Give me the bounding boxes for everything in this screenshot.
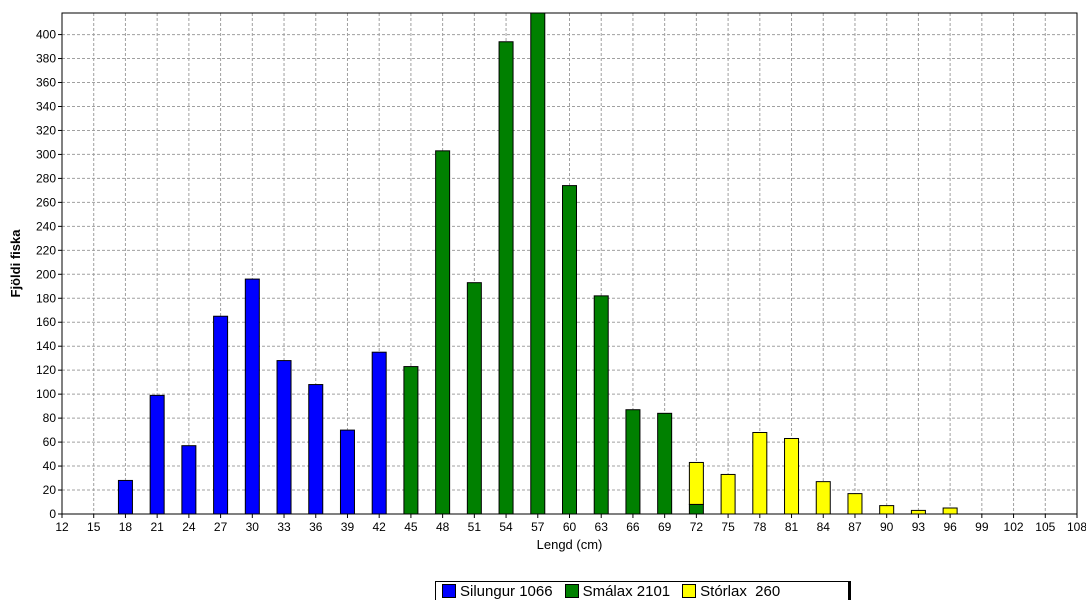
y-tick-label: 200 [36, 267, 56, 281]
y-tick-label: 140 [36, 339, 56, 353]
bar-series-0 [149, 394, 165, 515]
bar-series-1 [435, 150, 451, 515]
x-tick-label: 21 [150, 520, 164, 534]
x-tick-label: 24 [182, 520, 196, 534]
x-tick-label: 108 [1067, 520, 1086, 534]
x-tick-label: 69 [658, 520, 672, 534]
y-tick-label: 180 [36, 291, 56, 305]
x-tick-label: 57 [531, 520, 545, 534]
legend-label-storlax: Stórlax 260 [700, 582, 781, 600]
y-tick-label: 340 [36, 99, 56, 113]
y-tick-label: 100 [36, 387, 56, 401]
y-tick-label: 80 [43, 411, 57, 425]
bar-series-0 [213, 315, 229, 515]
y-tick-label: 320 [36, 123, 56, 137]
bar-series-0 [244, 278, 260, 515]
bar-series-1 [498, 41, 514, 515]
x-tick-label: 81 [785, 520, 799, 534]
x-tick-label: 48 [436, 520, 450, 534]
bar-series-2 [752, 431, 768, 515]
x-tick-label: 36 [309, 520, 323, 534]
legend-swatch-storlax [682, 584, 697, 598]
x-tick-label: 39 [341, 520, 355, 534]
x-tick-label: 45 [404, 520, 418, 534]
bar-series-1 [466, 282, 482, 515]
bar-series-1 [688, 503, 704, 515]
x-tick-label: 87 [848, 520, 862, 534]
bar-series-1 [562, 185, 577, 515]
x-tick-label: 72 [690, 520, 704, 534]
x-axis-title: Lengd (cm) [537, 537, 603, 552]
x-tick-label: 33 [277, 520, 291, 534]
y-tick-label: 280 [36, 171, 56, 185]
y-tick-label: 60 [43, 435, 57, 449]
bar-series-0 [117, 479, 133, 515]
x-tick-label: 60 [563, 520, 577, 534]
legend-item-silungur: Silungur 1066 [442, 583, 553, 600]
legend: Silungur 1066 Smálax 2101 Stórlax 260 [435, 581, 851, 600]
x-tick-label: 102 [1004, 520, 1024, 534]
bar-series-0 [371, 351, 387, 515]
legend-label-smalax: Smálax 2101 [582, 582, 671, 600]
x-tick-label: 54 [499, 520, 513, 534]
x-tick-label: 84 [817, 520, 831, 534]
legend-item-storlax: Stórlax 260 [682, 583, 780, 600]
x-tick-label: 15 [87, 520, 101, 534]
bar-series-1 [593, 295, 609, 515]
bar-series-0 [276, 360, 292, 515]
y-tick-label: 20 [43, 483, 57, 497]
bar-series-0 [308, 384, 324, 515]
bar-series-2 [720, 473, 736, 515]
bar-series-1 [530, 12, 546, 515]
y-tick-label: 400 [36, 28, 56, 42]
bar-series-2 [879, 505, 895, 515]
bar-series-2 [910, 509, 926, 515]
x-tick-label: 12 [55, 520, 69, 534]
legend-item-smalax: Smálax 2101 [564, 582, 671, 600]
bar-series-2 [847, 493, 863, 515]
y-tick-label: 0 [49, 507, 56, 521]
x-tick-label: 90 [880, 520, 894, 534]
legend-swatch-silungur [442, 584, 456, 598]
bar-series-2 [942, 507, 958, 515]
x-tick-label: 99 [975, 520, 989, 534]
bar-series-0 [339, 429, 355, 515]
bar-series-1 [657, 412, 673, 515]
y-tick-label: 360 [36, 76, 56, 90]
ticks: 0 20 40 60 80 100 120 140 160 180 200 220 240 260 280 3… [36, 28, 1086, 534]
bars [117, 12, 958, 515]
x-tick-label: 96 [943, 520, 957, 534]
x-tick-label: 105 [1035, 520, 1055, 534]
x-tick-label: 30 [246, 520, 260, 534]
x-tick-label: 18 [119, 520, 133, 534]
x-tick-label: 78 [753, 520, 767, 534]
y-tick-label: 160 [36, 315, 56, 329]
y-axis-title: Fjöldi fiska [8, 229, 23, 298]
bar-series-1 [625, 409, 641, 515]
y-tick-label: 240 [36, 219, 56, 233]
legend-label-silungur: Silungur 1066 [460, 582, 553, 600]
legend-swatch-smalax [564, 584, 579, 598]
x-tick-label: 93 [912, 520, 926, 534]
y-tick-label: 220 [36, 243, 56, 257]
bar-series-2 [784, 437, 800, 515]
y-tick-label: 380 [36, 52, 56, 66]
x-tick-label: 51 [468, 520, 482, 534]
x-tick-label: 42 [373, 520, 387, 534]
bar-series-2 [815, 481, 831, 515]
x-tick-label: 75 [721, 520, 735, 534]
x-tick-label: 66 [626, 520, 640, 534]
y-tick-label: 300 [36, 147, 56, 161]
y-tick-label: 40 [43, 459, 57, 473]
bar-series-0 [181, 445, 197, 515]
y-tick-label: 260 [36, 195, 56, 209]
bar-series-1 [403, 366, 419, 515]
y-tick-label: 120 [36, 363, 56, 377]
bar-series-2 [688, 461, 704, 505]
x-tick-label: 63 [595, 520, 609, 534]
x-tick-label: 27 [214, 520, 228, 534]
